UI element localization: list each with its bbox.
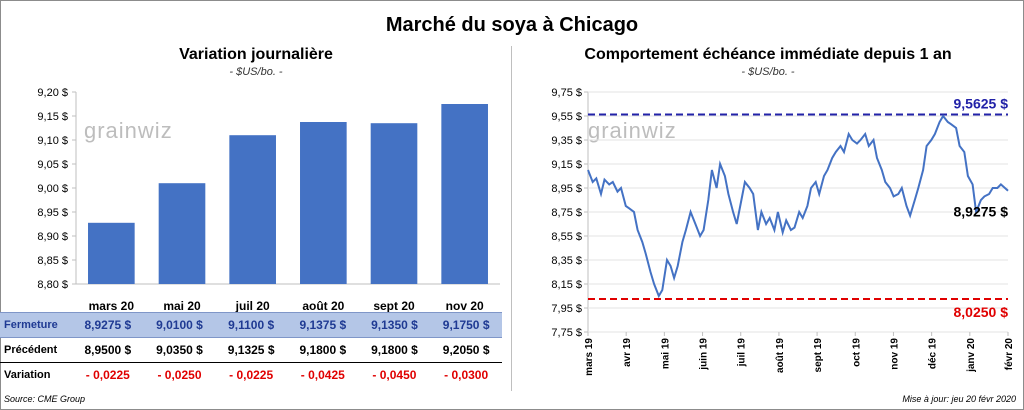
line-x-tick-label: août 19 xyxy=(775,338,786,373)
watermark-left: grainwiz xyxy=(84,118,173,143)
price-table: Fermeture 8,9275 $ 9,0100 $ 9,1100 $ 9,1… xyxy=(0,312,502,387)
line-x-tick-label: juil 19 xyxy=(737,338,748,368)
right-chart-title: Comportement échéance immédiate depuis 1… xyxy=(584,46,952,63)
line-x-tick-label: févr 20 xyxy=(1004,338,1015,371)
bar-y-tick-label: 9,00 $ xyxy=(37,183,68,195)
line-x-tick-label: mars 19 xyxy=(584,338,595,376)
var-cell: - 0,0425 xyxy=(300,368,345,382)
line-y-tick-label: 7,95 $ xyxy=(551,303,582,315)
var-cell: - 0,0450 xyxy=(372,368,417,382)
close-cell: 9,1750 $ xyxy=(430,312,502,338)
row-label-variation: Variation xyxy=(4,369,51,381)
bar-y-tick-label: 9,15 $ xyxy=(37,111,68,123)
line-x-tick-label: oct 19 xyxy=(851,338,862,367)
close-cell: 9,1350 $ xyxy=(358,312,431,338)
high-label: 9,5625 $ xyxy=(954,96,1009,112)
bar-category-label: juil 20 xyxy=(235,299,270,312)
line-y-tick-label: 8,95 $ xyxy=(551,183,582,195)
update-note: Mise à jour: jeu 20 févr 2020 xyxy=(902,394,1016,404)
line-y-tick-label: 9,55 $ xyxy=(551,111,582,123)
bar-category-label: mars 20 xyxy=(89,299,135,312)
bar xyxy=(300,122,347,284)
source-note: Source: CME Group xyxy=(4,394,86,404)
var-cell: - 0,0225 xyxy=(229,368,274,382)
panel-divider xyxy=(511,46,512,391)
left-chart-title: Variation journalière xyxy=(179,46,333,63)
bar-y-tick-label: 8,90 $ xyxy=(37,231,68,243)
close-cell: 9,1100 $ xyxy=(215,312,287,338)
bar xyxy=(88,222,135,284)
close-cell: 9,0100 $ xyxy=(143,312,216,338)
main-title: Marché du soya à Chicago xyxy=(385,14,639,36)
last-price-label: 8,9275 $ xyxy=(954,204,1009,220)
line-y-tick-label: 8,55 $ xyxy=(551,231,582,243)
var-cell: - 0,0300 xyxy=(444,368,489,382)
prev-cell: 9,0350 $ xyxy=(143,337,216,363)
bar-y-tick-label: 9,05 $ xyxy=(37,159,68,171)
bar xyxy=(441,104,488,284)
line-y-tick-label: 7,75 $ xyxy=(551,327,582,339)
line-y-tick-label: 9,75 $ xyxy=(551,87,582,99)
prev-cell: 8,9500 $ xyxy=(72,337,144,363)
row-precedent: Précédent 8,9500 $ 9,0350 $ 9,1325 $ 9,1… xyxy=(0,337,502,363)
line-y-tick-label: 9,15 $ xyxy=(551,159,582,171)
bar-category-label: sept 20 xyxy=(373,299,415,312)
line-y-tick-label: 8,15 $ xyxy=(551,279,582,291)
right-chart-unit: - $US/bo. - xyxy=(741,66,795,78)
bar-chart: 8,80 $ 8,85 $ 8,90 $ 8,95 $ 9,00 $ 9,05 $ 9,10… xyxy=(37,87,500,312)
left-chart-unit: - $US/bo. - xyxy=(229,66,283,78)
bar-y-tick-label: 8,80 $ xyxy=(37,279,68,291)
line-x-tick-label: juin 19 xyxy=(699,338,710,371)
bar-y-tick-label: 9,10 $ xyxy=(37,135,68,147)
bar xyxy=(370,123,418,284)
low-label: 8,0250 $ xyxy=(954,304,1009,320)
var-cell: - 0,0250 xyxy=(157,368,202,382)
line-x-tick-label: janv 20 xyxy=(966,338,977,373)
prev-cell: 9,1800 $ xyxy=(286,337,359,363)
var-cell: - 0,0225 xyxy=(85,368,130,382)
line-x-tick-label: avr 19 xyxy=(622,338,633,367)
line-y-tick-label: 9,35 $ xyxy=(551,135,582,147)
bar-y-tick-label: 9,20 $ xyxy=(37,87,68,99)
row-label-precedent: Précédent xyxy=(0,337,72,363)
bar xyxy=(229,135,276,284)
bar-category-label: mai 20 xyxy=(163,299,201,312)
bar xyxy=(158,183,206,284)
line-x-tick-label: sept 19 xyxy=(813,338,824,373)
watermark-right: grainwiz xyxy=(588,118,677,143)
row-fermeture: Fermeture 8,9275 $ 9,0100 $ 9,1100 $ 9,1… xyxy=(0,312,502,338)
prev-cell: 9,2050 $ xyxy=(430,337,502,363)
line-y-tick-label: 8,75 $ xyxy=(551,207,582,219)
bar-y-tick-label: 8,95 $ xyxy=(37,207,68,219)
prev-cell: 9,1800 $ xyxy=(358,337,431,363)
bar-category-label: nov 20 xyxy=(446,299,484,312)
line-x-tick-label: nov 19 xyxy=(889,338,900,370)
line-x-tick-label: mai 19 xyxy=(660,338,671,370)
line-x-tick-label: déc 19 xyxy=(928,338,939,370)
line-y-tick-label: 8,35 $ xyxy=(551,255,582,267)
close-cell: 8,9275 $ xyxy=(72,312,144,338)
bar-y-tick-label: 8,85 $ xyxy=(37,255,68,267)
prev-cell: 9,1325 $ xyxy=(215,337,287,363)
row-variation: Variation - 0,0225 - 0,0250 - 0,0225 - 0… xyxy=(0,363,502,388)
bar-category-label: août 20 xyxy=(302,299,344,312)
price-series-line xyxy=(587,114,1009,299)
close-cell: 9,1375 $ xyxy=(286,312,359,338)
row-label-fermeture: Fermeture xyxy=(0,312,72,338)
line-chart: 7,75 $ 7,95 $ 8,15 $ 8,35 $ 8,55 $ 8,75 $ 8,95… xyxy=(551,87,1015,376)
